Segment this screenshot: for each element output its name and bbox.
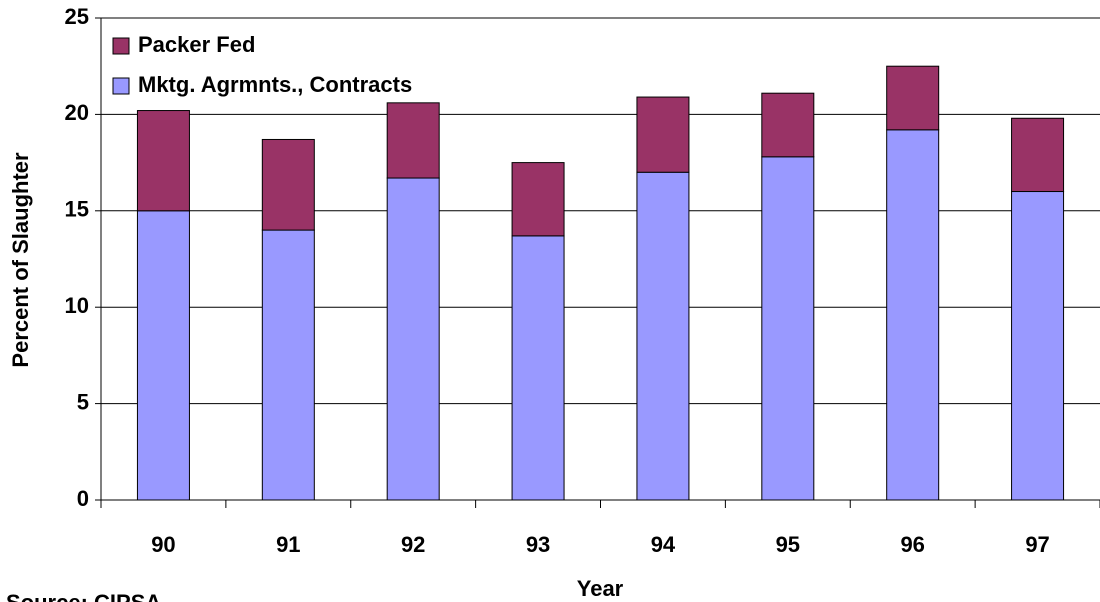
y-tick-label: 20 [65,100,89,125]
y-tick-label: 0 [77,486,89,511]
bar-segment [636,96,690,173]
bar-segment [261,138,315,231]
bar-segment [136,210,190,501]
bar-segment [636,171,690,501]
y-tick-label: 15 [65,197,89,222]
y-axis-label: Percent of Slaughter [8,152,33,368]
bar-segment [886,129,940,501]
bar-segment [136,110,190,212]
bar-segment [761,156,815,501]
x-tick-label: 90 [151,532,175,557]
legend-label: Packer Fed [138,32,255,57]
x-tick-label: 97 [1025,532,1049,557]
x-tick-label: 91 [276,532,300,557]
y-tick-label: 5 [77,389,89,414]
legend-label: Mktg. Agrmnts., Contracts [138,72,412,97]
x-tick-label: 94 [651,532,676,557]
x-tick-label: 95 [776,532,800,557]
source-note: Source: CIPSA [6,590,161,602]
legend-swatch [112,37,130,55]
bar-segment [886,65,940,131]
y-tick-label: 10 [65,293,89,318]
x-tick-label: 93 [526,532,550,557]
legend-swatch [112,77,130,95]
x-axis-label: Year [577,576,624,601]
bar-segment [261,229,315,501]
bar-segment [761,92,815,158]
bar-segment [386,102,440,179]
bar-segment [1011,191,1065,501]
x-tick-label: 92 [401,532,425,557]
bar-segment [1011,117,1065,193]
bar-segment [511,235,565,501]
x-tick-label: 96 [900,532,924,557]
bar-segment [511,162,565,237]
bar-segment [386,177,440,501]
y-tick-label: 25 [65,4,89,29]
